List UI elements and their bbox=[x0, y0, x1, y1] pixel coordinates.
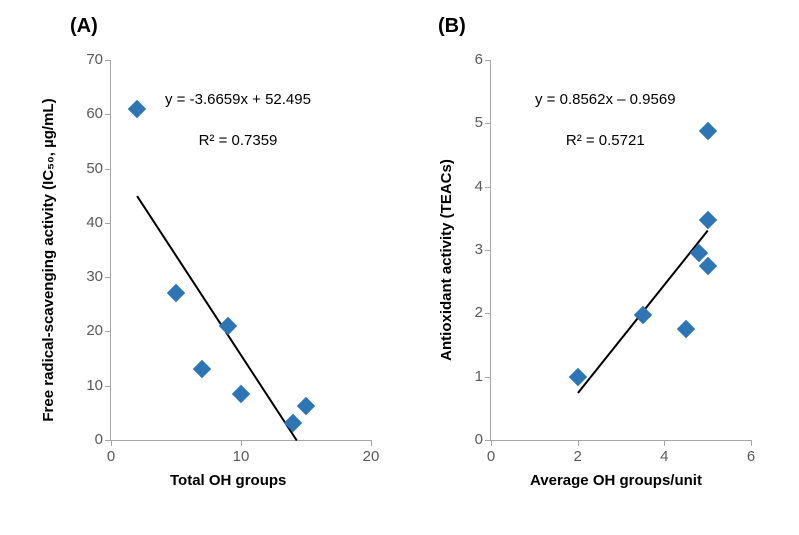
ytick-label: 10 bbox=[73, 377, 103, 394]
figure: (A) (B) Free radical-scavenging activity… bbox=[0, 0, 799, 535]
xtick-mark bbox=[111, 440, 112, 446]
data-point bbox=[284, 413, 302, 431]
ytick-label: 70 bbox=[73, 51, 103, 68]
data-point bbox=[677, 320, 695, 338]
ytick-label: 30 bbox=[73, 268, 103, 285]
panel-a-xlabel: Total OH groups bbox=[170, 472, 286, 489]
ytick-label: 6 bbox=[453, 51, 483, 68]
ytick-mark bbox=[105, 223, 111, 224]
xtick-mark bbox=[491, 440, 492, 446]
ytick-mark bbox=[485, 187, 491, 188]
ytick-label: 5 bbox=[453, 114, 483, 131]
xtick-mark bbox=[664, 440, 665, 446]
data-point bbox=[232, 385, 250, 403]
panel-a: Free radical-scavenging activity (IC₅₀, … bbox=[110, 60, 390, 480]
panel-a-ylabel: Free radical-scavenging activity (IC₅₀, … bbox=[40, 70, 57, 450]
xtick-mark bbox=[371, 440, 372, 446]
ytick-mark bbox=[485, 377, 491, 378]
data-point bbox=[698, 122, 716, 140]
xtick-mark bbox=[751, 440, 752, 446]
xtick-label: 4 bbox=[654, 448, 674, 465]
panel-b: Antioxidant activity (TEACs) y = 0.8562x… bbox=[490, 60, 770, 480]
ytick-label: 0 bbox=[73, 431, 103, 448]
ytick-mark bbox=[105, 60, 111, 61]
ytick-label: 50 bbox=[73, 160, 103, 177]
ytick-label: 4 bbox=[453, 178, 483, 195]
xtick-mark bbox=[241, 440, 242, 446]
xtick-label: 0 bbox=[481, 448, 501, 465]
data-point bbox=[698, 210, 716, 228]
ytick-label: 60 bbox=[73, 105, 103, 122]
ytick-mark bbox=[105, 331, 111, 332]
data-point bbox=[128, 100, 146, 118]
panel-b-xlabel: Average OH groups/unit bbox=[530, 472, 702, 489]
data-point bbox=[167, 284, 185, 302]
ytick-label: 2 bbox=[453, 304, 483, 321]
data-point bbox=[193, 360, 211, 378]
panel-a-plot-area: 01020304050607001020 bbox=[110, 60, 371, 441]
ytick-label: 20 bbox=[73, 322, 103, 339]
xtick-label: 10 bbox=[231, 448, 251, 465]
xtick-mark bbox=[578, 440, 579, 446]
panel-a-label: (A) bbox=[70, 15, 98, 38]
ytick-label: 0 bbox=[453, 431, 483, 448]
xtick-label: 0 bbox=[101, 448, 121, 465]
ytick-label: 1 bbox=[453, 368, 483, 385]
xtick-label: 20 bbox=[361, 448, 381, 465]
ytick-mark bbox=[105, 277, 111, 278]
ytick-label: 40 bbox=[73, 214, 103, 231]
data-point bbox=[219, 317, 237, 335]
ytick-mark bbox=[485, 313, 491, 314]
xtick-label: 6 bbox=[741, 448, 761, 465]
panel-b-plot-area: 01234560246 bbox=[490, 60, 751, 441]
ytick-mark bbox=[485, 123, 491, 124]
ytick-label: 3 bbox=[453, 241, 483, 258]
ytick-mark bbox=[105, 169, 111, 170]
ytick-mark bbox=[485, 250, 491, 251]
trend-line bbox=[136, 195, 298, 441]
panel-b-label: (B) bbox=[438, 15, 466, 38]
ytick-mark bbox=[105, 386, 111, 387]
xtick-label: 2 bbox=[568, 448, 588, 465]
ytick-mark bbox=[105, 114, 111, 115]
data-point bbox=[297, 397, 315, 415]
ytick-mark bbox=[485, 60, 491, 61]
